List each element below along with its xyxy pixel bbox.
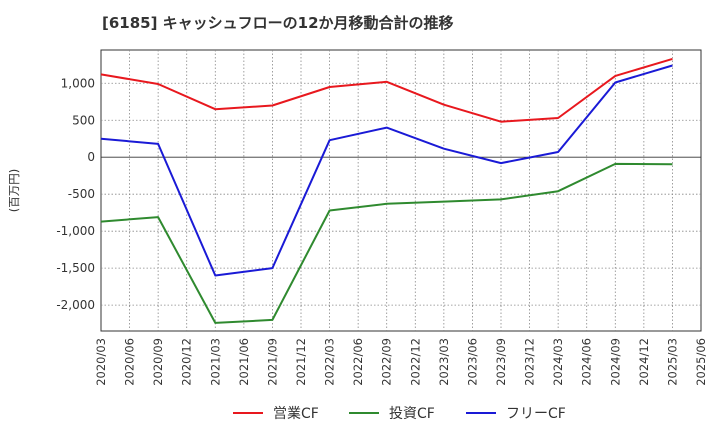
x-tick-label: 2022/06 bbox=[351, 338, 365, 386]
x-tick-label: 2021/06 bbox=[237, 338, 251, 386]
y-tick-label: -2,000 bbox=[56, 298, 95, 312]
x-tick-label: 2020/03 bbox=[94, 338, 108, 386]
y-tick-label: 1,000 bbox=[61, 76, 95, 90]
chart-title: [6185] キャッシュフローの12か月移動合計の推移 bbox=[102, 14, 454, 32]
x-tick-label: 2023/12 bbox=[523, 338, 537, 386]
y-tick-label: -1,500 bbox=[56, 261, 95, 275]
legend-label: フリーCF bbox=[506, 406, 566, 422]
series-line-1 bbox=[100, 57, 673, 123]
y-tick-label: -500 bbox=[68, 187, 95, 201]
x-tick-label: 2025/03 bbox=[665, 338, 679, 386]
x-tick-label: 2024/09 bbox=[608, 338, 622, 386]
x-tick-label: 2021/12 bbox=[294, 338, 308, 386]
plot-area bbox=[100, 49, 702, 332]
x-tick-label: 2022/12 bbox=[408, 338, 422, 386]
x-tick-label: 2020/06 bbox=[123, 338, 137, 386]
x-tick-label: 2021/03 bbox=[208, 338, 222, 386]
x-tick-label: 2023/06 bbox=[465, 338, 479, 386]
y-axis-label: (百万円) bbox=[7, 169, 21, 212]
x-tick-label: 2021/09 bbox=[265, 338, 279, 386]
legend-label: 投資CF bbox=[389, 406, 435, 422]
x-tick-label: 2023/09 bbox=[494, 338, 508, 386]
x-tick-label: 2024/12 bbox=[637, 338, 651, 386]
x-tick-label: 2025/06 bbox=[694, 338, 708, 386]
x-tick-label: 2020/09 bbox=[151, 338, 165, 386]
y-tick-label: -1,000 bbox=[56, 224, 95, 238]
x-tick-label: 2020/12 bbox=[180, 338, 194, 386]
x-tick-label: 2022/03 bbox=[323, 338, 337, 386]
x-tick-label: 2023/03 bbox=[437, 338, 451, 386]
series-line-3 bbox=[100, 64, 673, 277]
x-tick-label: 2022/09 bbox=[380, 338, 394, 386]
series-line-2 bbox=[100, 162, 673, 324]
y-tick-label: 0 bbox=[87, 150, 95, 164]
y-tick-label: 500 bbox=[72, 113, 95, 127]
x-tick-label: 2024/06 bbox=[580, 338, 594, 386]
x-tick-label: 2024/03 bbox=[551, 338, 565, 386]
legend-label: 営業CF bbox=[273, 406, 319, 422]
